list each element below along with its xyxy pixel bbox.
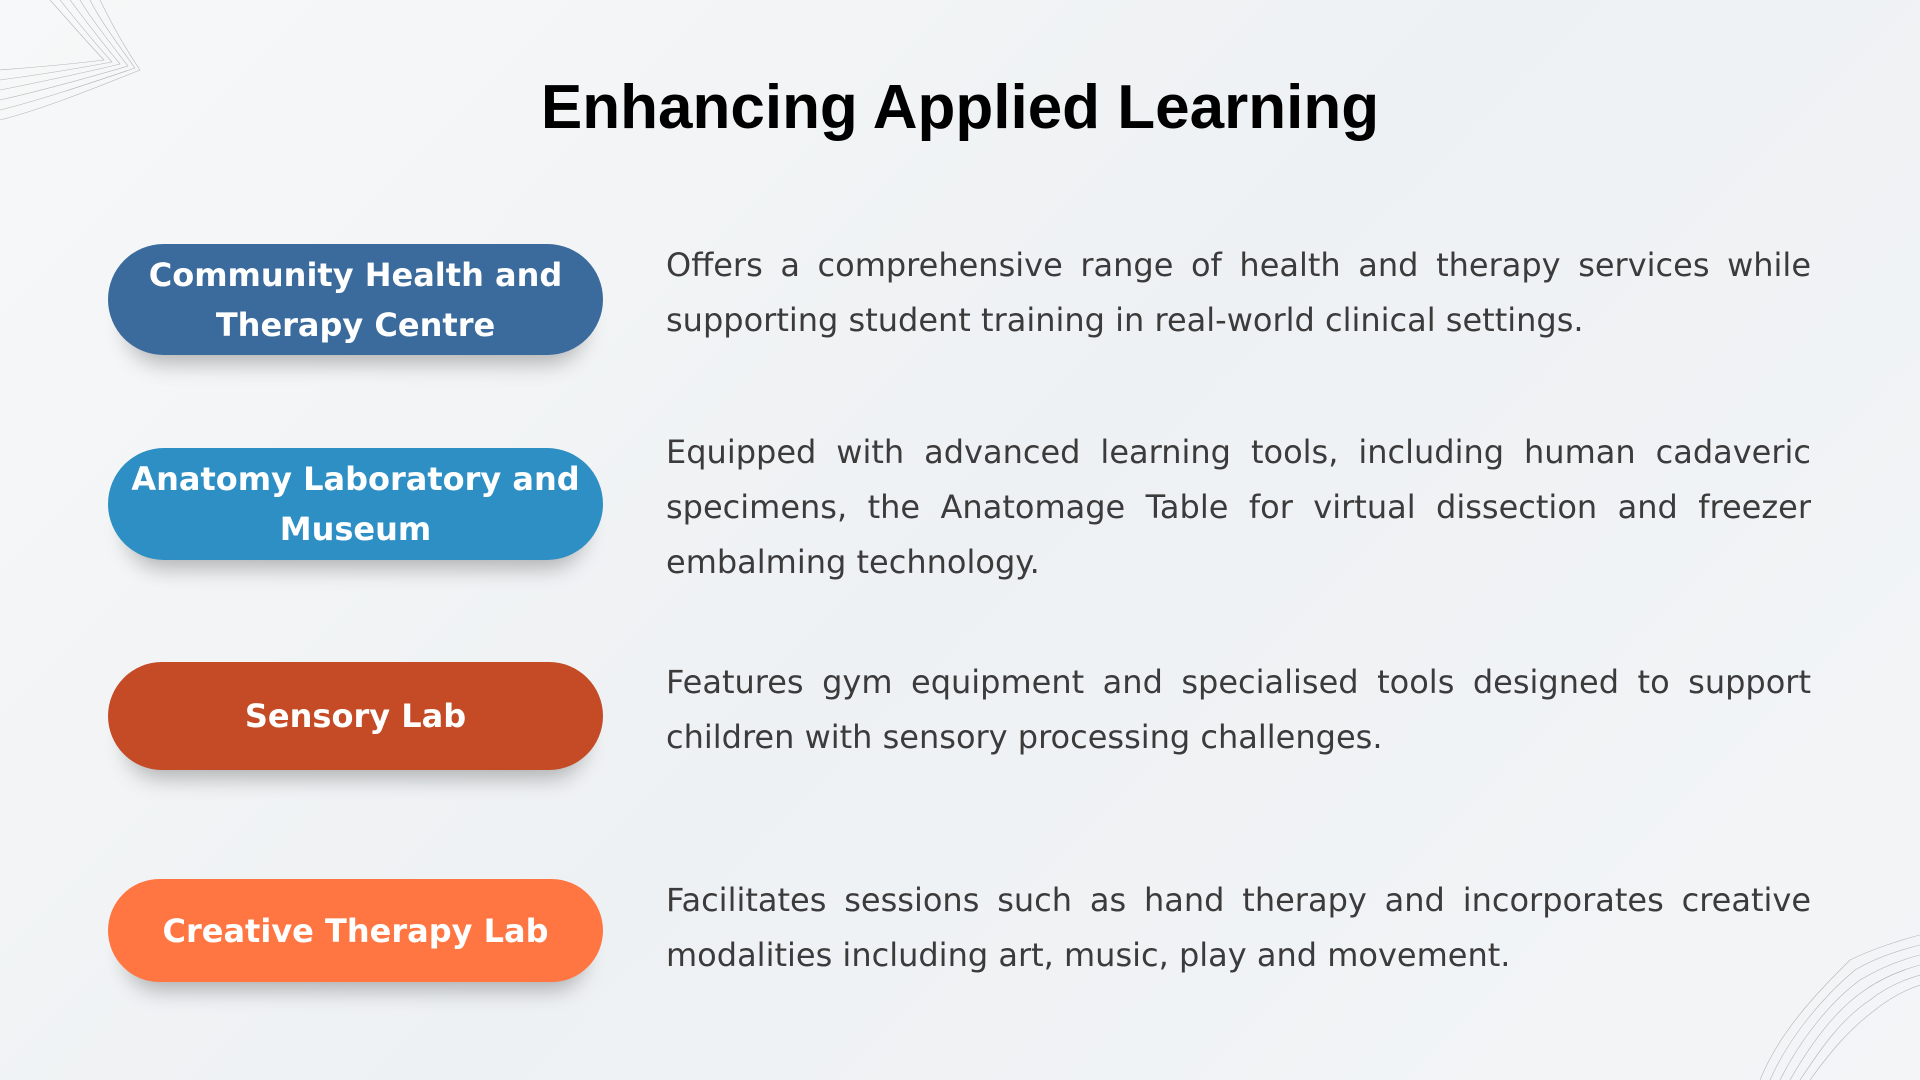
description-anatomy-lab: Equipped with advanced learning tools, i…: [666, 433, 1811, 581]
page-title: Enhancing Applied Learning: [540, 73, 1380, 142]
decorative-wave-bottom-right: [1759, 934, 1920, 1080]
description-community-health: Offers a comprehensive range of health a…: [666, 246, 1811, 339]
decorative-wave-top-left: [0, 0, 141, 121]
pill-anatomy-lab: Anatomy Laboratory and Museum: [108, 448, 603, 560]
description-creative-therapy-lab: Facilitates sessions such as hand therap…: [666, 881, 1811, 974]
description-sensory-lab: Features gym equipment and specialised t…: [666, 663, 1811, 756]
pill-community-health: Community Health and Therapy Centre: [108, 244, 603, 355]
pill-creative-therapy-lab: Creative Therapy Lab: [108, 879, 603, 982]
pill-sensory-lab: Sensory Lab: [108, 662, 603, 770]
